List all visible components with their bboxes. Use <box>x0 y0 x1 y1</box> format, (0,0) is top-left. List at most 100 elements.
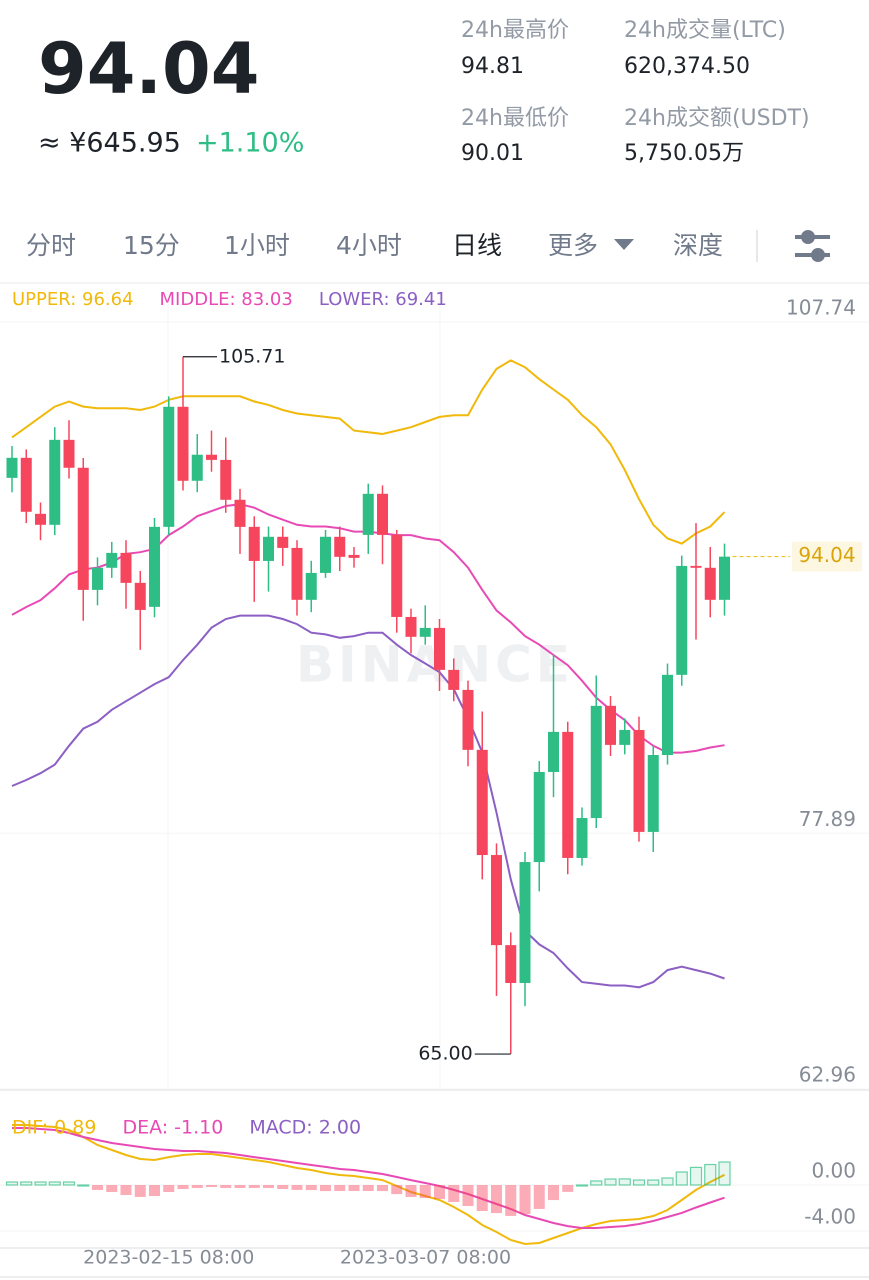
stat-value: 94.81 <box>461 54 524 79</box>
macd-bar <box>177 1185 189 1190</box>
icon-knob <box>801 230 815 244</box>
macd-bar <box>405 1185 417 1197</box>
tab[interactable]: 15分 <box>123 231 180 260</box>
candle-body <box>647 755 659 832</box>
candle-body <box>149 526 160 607</box>
macd-bar <box>248 1185 260 1188</box>
candle-body <box>220 459 232 500</box>
settings-icon[interactable] <box>795 230 830 262</box>
candle-body <box>719 556 730 600</box>
candle-body <box>163 406 175 527</box>
candle-body <box>77 467 89 590</box>
candle-body <box>277 536 289 548</box>
macd-bar <box>562 1185 574 1192</box>
tab-active[interactable]: 日线 <box>452 231 502 260</box>
candle-body <box>120 552 132 583</box>
macd-bar <box>704 1163 717 1186</box>
tab[interactable]: 更多 <box>548 231 598 260</box>
macd-bar <box>320 1185 331 1192</box>
annotation-label: 105.71 <box>219 345 285 367</box>
price: 94.04 <box>38 28 259 110</box>
x-tick-label: 2023-03-07 08:00 <box>340 1247 511 1269</box>
candle-body <box>63 439 75 468</box>
macd-bar <box>149 1185 160 1197</box>
band-line <box>11 614 725 989</box>
candle-body <box>35 513 46 525</box>
candle-body <box>49 439 61 525</box>
macd-bar <box>647 1179 660 1186</box>
macd-bar <box>77 1184 90 1187</box>
candle-body <box>448 669 460 690</box>
macd-bar <box>575 1184 589 1187</box>
stat-label: 24h成交量(LTC) <box>624 18 786 43</box>
watermark: BINANCE <box>296 636 574 694</box>
last-price-label: 94.04 <box>798 543 855 567</box>
candle-body <box>263 536 274 561</box>
macd-bar <box>391 1185 403 1195</box>
band-line <box>11 359 726 545</box>
macd-bar <box>491 1185 502 1214</box>
candle-body <box>548 731 559 772</box>
macd-bar <box>661 1177 674 1186</box>
macd-bar <box>476 1185 488 1211</box>
macd-bar <box>220 1185 232 1188</box>
last-price-box <box>792 541 862 572</box>
macd-bar <box>362 1185 374 1191</box>
macd-bar <box>134 1185 146 1197</box>
candle-body <box>633 729 645 832</box>
macd-bar <box>34 1181 47 1186</box>
macd-bar <box>291 1185 303 1190</box>
macd-bar <box>20 1181 33 1186</box>
candle-body <box>605 705 616 745</box>
macd-bar <box>419 1185 431 1198</box>
y-tick-label: 0.00 <box>811 1159 856 1183</box>
icon-knob <box>811 248 825 262</box>
stat-label: 24h成交额(USDT) <box>624 106 810 131</box>
macd-bar <box>263 1185 274 1188</box>
macd-line <box>12 1124 725 1246</box>
stat-value: 5,750.05万 <box>624 141 744 166</box>
macd-bar <box>348 1185 360 1191</box>
candle-body <box>476 749 488 856</box>
tab[interactable]: 4小时 <box>336 231 402 260</box>
candle-body <box>419 627 431 637</box>
candle-body <box>134 582 146 610</box>
candle-body <box>177 406 189 481</box>
candle-body <box>334 536 346 557</box>
candle-body <box>619 729 631 745</box>
stat-value: 90.01 <box>461 141 524 166</box>
candle-body <box>405 616 417 637</box>
legend-entry: LOWER: 69.41 <box>319 289 447 310</box>
candle-body <box>348 554 360 558</box>
stat-value: 620,374.50 <box>624 54 750 79</box>
tab[interactable]: 深度 <box>673 231 723 260</box>
candle-body <box>676 565 688 675</box>
macd-bar <box>163 1185 175 1193</box>
tab[interactable]: 1小时 <box>224 231 290 260</box>
macd-bar <box>718 1161 731 1186</box>
candle-body <box>562 731 574 858</box>
candle-body <box>533 771 545 863</box>
candle-body <box>305 572 317 600</box>
macd-bar <box>5 1181 19 1186</box>
macd-bar <box>448 1185 460 1203</box>
macd-bar <box>377 1185 388 1192</box>
legend-entry: DEA: -1.10 <box>122 1117 223 1139</box>
legend-entry: MACD: 2.00 <box>249 1117 361 1139</box>
macd-bar <box>62 1181 76 1186</box>
macd-bar <box>675 1171 688 1186</box>
dropdown-arrow[interactable] <box>614 239 634 250</box>
y-tick-label: 107.74 <box>786 296 856 320</box>
macd-bar <box>106 1185 118 1193</box>
macd-bar <box>92 1185 103 1190</box>
y-tick-label: -4.00 <box>804 1205 856 1229</box>
legend-entry: UPPER: 96.64 <box>12 289 134 310</box>
x-tick-label: 2023-02-15 08:00 <box>83 1247 254 1269</box>
macd-bar <box>305 1185 317 1191</box>
tab[interactable]: 分时 <box>26 231 76 260</box>
candle-body <box>6 457 18 478</box>
change: +1.10% <box>196 128 304 159</box>
stat-label: 24h最高价 <box>461 18 569 43</box>
macd-bar <box>462 1185 474 1207</box>
